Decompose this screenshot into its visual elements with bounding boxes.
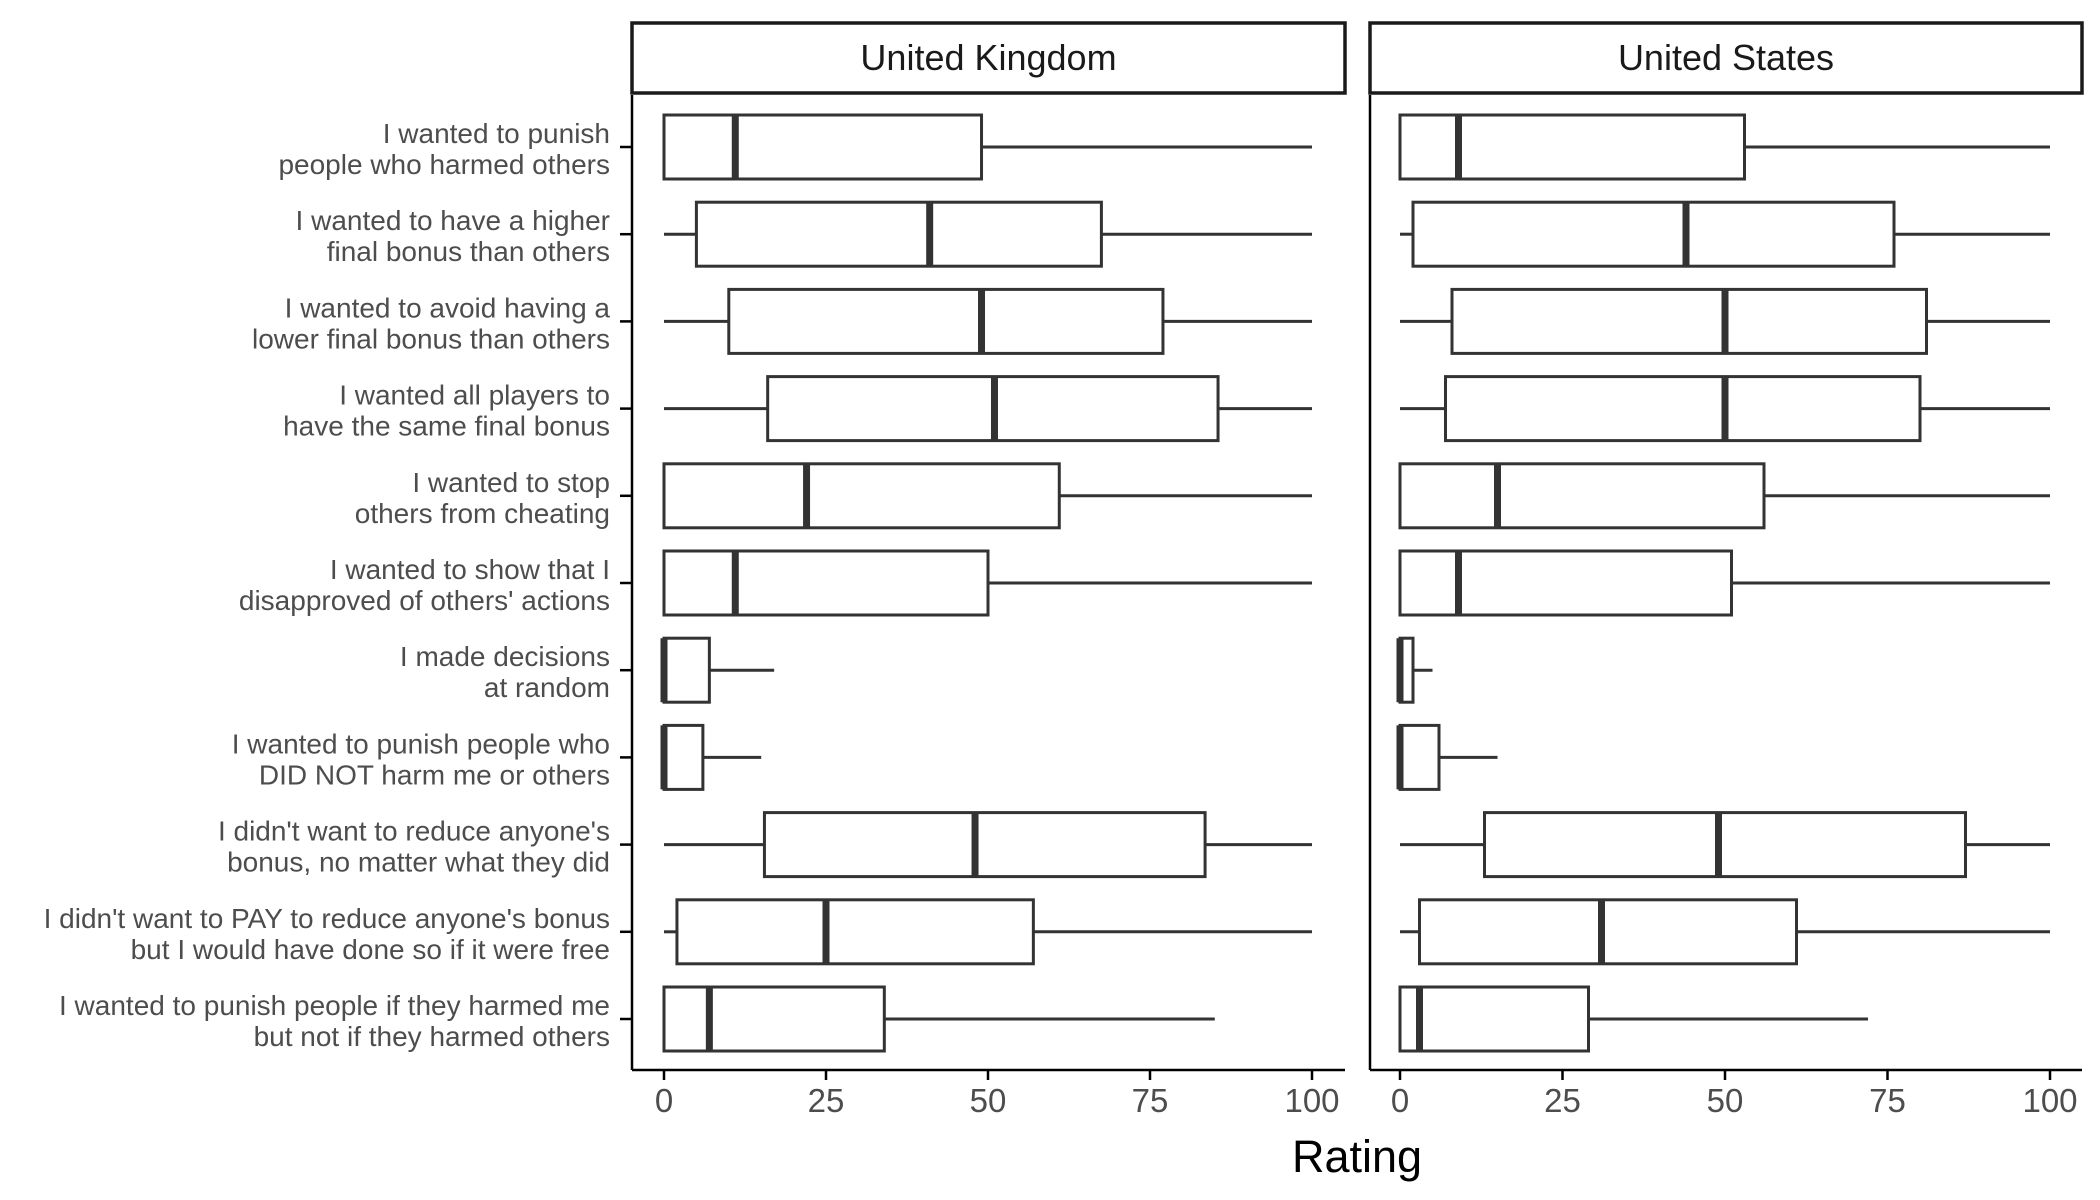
category-label-line: I wanted to punish people who [232,728,610,759]
facet-strips: United Kingdom United States [630,21,2084,95]
box-group [664,287,1312,355]
x-tick-label: 0 [1391,1082,1409,1119]
category-label-line: have the same final bonus [283,411,610,442]
category-label-line: I didn't want to PAY to reduce anyone's … [44,903,610,934]
box [662,113,984,181]
box [1398,985,1590,1053]
category-label-line: people who harmed others [278,149,610,180]
box [662,549,990,617]
box-group [664,811,1312,879]
box [662,636,711,704]
x-tick-label: 75 [1869,1082,1906,1119]
x-tick-label: 100 [2022,1082,2077,1119]
x-tick-label: 75 [1132,1082,1169,1119]
x-axis-title: Rating [1292,1131,1422,1182]
category-label-line: at random [484,672,610,703]
box-group [1398,985,1868,1053]
x-tick-label: 0 [655,1082,673,1119]
box-group [662,549,1312,617]
category-labels: I wanted to punish people who harmed othe… [44,118,611,1052]
box [727,287,1165,355]
box [762,811,1207,879]
box [662,462,1061,530]
axes: 0 25 50 75 100 0 25 50 75 100 [620,95,2082,1119]
box [1411,200,1896,268]
facet-strip [630,21,1347,95]
box-group [664,898,1312,966]
box-group [664,375,1312,443]
category-label-line: but I would have done so if it were free [131,934,610,965]
box [1444,375,1922,443]
box [1418,898,1798,966]
category-label-line: disapproved of others' actions [239,585,610,616]
category-label: I wanted to punish people who harmed othe… [278,118,610,180]
box-group [1400,200,2050,268]
box-group [1400,811,2050,879]
category-label: I wanted to avoid having a lower final bo… [252,292,610,354]
box [662,985,886,1053]
box-group [660,636,775,704]
category-label: I wanted all players to have the same fin… [283,380,610,442]
panels [660,113,2050,1053]
x-tick-label: 50 [1707,1082,1744,1119]
panel [1396,113,2050,1053]
box-group [662,113,1312,181]
box-group [1396,636,1433,704]
box-group [1398,113,2050,181]
category-label-line: lower final bonus than others [252,323,610,354]
category-label: I wanted to punish people if they harmed… [59,990,610,1052]
box-group [1400,375,2050,443]
category-label-line: final bonus than others [327,236,610,267]
category-label-line: DID NOT harm me or others [259,759,610,790]
x-tick-label: 100 [1284,1082,1339,1119]
category-label-line: I wanted to punish people if they harmed… [59,990,610,1021]
box [1398,462,1766,530]
box [662,723,705,791]
box-group [1398,549,2050,617]
box-group [1400,898,2050,966]
category-label-line: bonus, no matter what they did [227,847,610,878]
category-label: I didn't want to PAY to reduce anyone's … [44,903,610,965]
box-group [1400,287,2050,355]
category-label: I made decisions at random [400,641,610,703]
category-label-line: I wanted to avoid having a [285,292,611,323]
category-label: I wanted to punish people who DID NOT har… [232,728,610,790]
box-group [664,200,1312,268]
x-tick-label: 50 [970,1082,1007,1119]
box-group [1398,462,2050,530]
category-label-line: I wanted to show that I [330,554,610,585]
category-label: I wanted to have a higher final bonus tha… [296,205,610,267]
panel [660,113,1312,1053]
box-group [662,985,1215,1053]
category-label-line: I wanted to stop [412,467,610,498]
box [1398,723,1441,791]
category-label-line: I didn't want to reduce anyone's [218,816,610,847]
box-group [1396,723,1498,791]
box [1483,811,1967,879]
box-group [660,723,762,791]
facet-strip-label: United Kingdom [860,37,1116,78]
box [1398,549,1733,617]
x-tick-label: 25 [1544,1082,1581,1119]
box [1398,113,1746,181]
category-label-line: I wanted all players to [339,380,610,411]
category-label: I wanted to stop others from cheating [355,467,610,529]
box-group [662,462,1312,530]
category-label-line: I made decisions [400,641,610,672]
category-label-line: I wanted to have a higher [296,205,610,236]
box [675,898,1035,966]
category-label: I didn't want to reduce anyone's bonus, n… [218,816,610,878]
facet-strip-label: United States [1618,37,1834,78]
category-label-line: others from cheating [355,498,610,529]
x-tick-label: 25 [808,1082,845,1119]
box [1450,287,1928,355]
category-label-line: I wanted to punish [383,118,610,149]
box [694,200,1103,268]
category-label-line: but not if they harmed others [254,1021,610,1052]
facet-strip [1368,21,2084,95]
